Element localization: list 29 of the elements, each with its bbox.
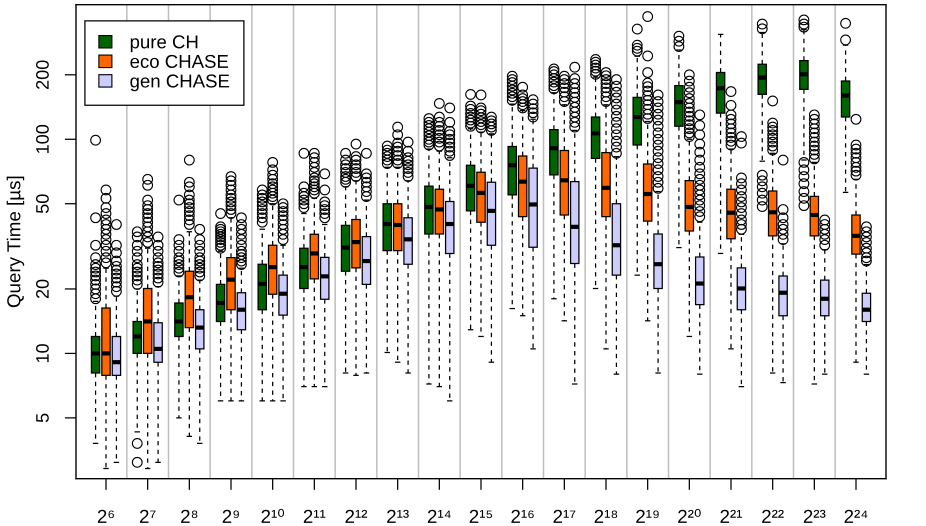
legend-label: gen CHASE <box>130 74 230 92</box>
y-tick-label: 50 <box>36 194 49 214</box>
y-tick-label: 20 <box>36 280 49 298</box>
x-tick-label: 2¹² <box>345 510 368 523</box>
x-tick-label: 2²² <box>762 510 784 523</box>
y-tick-label: 200 <box>36 60 49 89</box>
y-tick-label: 10 <box>36 344 49 362</box>
x-tick-label: 2¹⁰ <box>262 508 284 523</box>
x-tick-label: 2¹³ <box>387 510 409 523</box>
x-tick-label: 2²⁰ <box>678 508 701 523</box>
x-tick-label: 2²⁴ <box>844 510 868 523</box>
y-tick-label: 100 <box>36 124 49 153</box>
x-tick-label: 2¹⁸ <box>594 510 618 523</box>
x-tick-label: 2⁷ <box>140 510 156 523</box>
x-tick-label: 2¹⁶ <box>511 510 534 523</box>
x-tick-label: 2²³ <box>804 510 826 523</box>
x-tick-label: 2⁶ <box>98 510 114 523</box>
legend-label: eco CHASE <box>130 54 228 68</box>
y-tick-label: 5 <box>36 414 49 422</box>
legend-label: pure CH <box>130 35 198 52</box>
x-tick-label: 2¹⁵ <box>470 510 492 523</box>
x-tick-label: 2²¹ <box>720 510 742 523</box>
x-tick-label: 2¹¹ <box>304 510 326 523</box>
x-tick-label: 2⁹ <box>222 510 239 523</box>
y-axis-title: Query Time [µs] <box>6 176 24 308</box>
x-tick-label: 2¹⁹ <box>636 510 659 523</box>
x-tick-label: 2¹⁴ <box>428 510 451 523</box>
x-tick-label: 2¹⁷ <box>554 510 576 523</box>
x-tick-label: 2⁸ <box>181 510 198 523</box>
